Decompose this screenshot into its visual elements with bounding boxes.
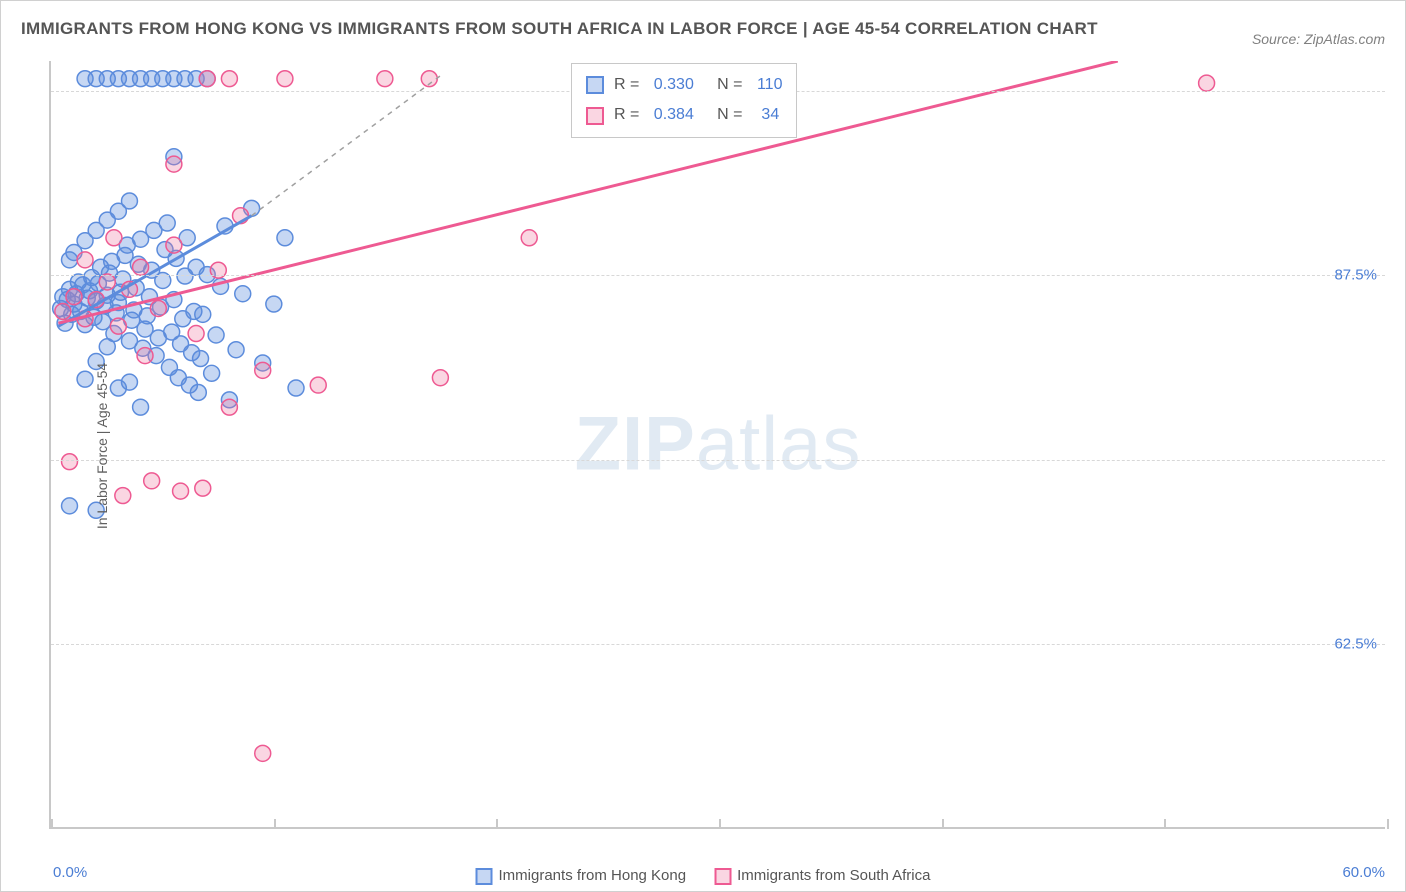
scatter-point (221, 399, 237, 415)
x-tick (1387, 819, 1389, 829)
scatter-point (190, 384, 206, 400)
scatter-point (310, 377, 326, 393)
x-tick (1164, 819, 1166, 829)
legend-item: Immigrants from Hong Kong (476, 867, 687, 885)
correlation-row: R = 0.330 N = 110 (586, 70, 782, 100)
scatter-point (150, 300, 166, 316)
legend-n-label: N = (704, 70, 747, 100)
trend-line-extrapolated (252, 76, 441, 216)
legend-r-label: R = (614, 100, 644, 130)
x-tick-min: 0.0% (53, 864, 87, 881)
legend-item: Immigrants from South Africa (714, 867, 930, 885)
scatter-point (521, 230, 537, 246)
gridline-h (51, 460, 1385, 461)
legend-label: Immigrants from Hong Kong (499, 867, 687, 884)
y-tick-label: 62.5% (1334, 636, 1377, 653)
legend-r-value: 0.330 (654, 70, 694, 100)
legend-n-label: N = (704, 100, 747, 130)
scatter-point (255, 745, 271, 761)
scatter-point (235, 286, 251, 302)
scatter-point (99, 339, 115, 355)
gridline-h (51, 644, 1385, 645)
scatter-point (1199, 75, 1215, 91)
scatter-svg (51, 61, 1385, 827)
scatter-point (121, 193, 137, 209)
scatter-point (195, 480, 211, 496)
scatter-point (204, 365, 220, 381)
scatter-point (115, 488, 131, 504)
x-tick-max: 60.0% (1342, 864, 1385, 881)
scatter-point (62, 454, 78, 470)
scatter-point (62, 498, 78, 514)
scatter-point (144, 473, 160, 489)
scatter-point (221, 71, 237, 87)
scatter-point (166, 156, 182, 172)
chart-container: IMMIGRANTS FROM HONG KONG VS IMMIGRANTS … (0, 0, 1406, 892)
legend-swatch (714, 868, 731, 885)
scatter-point (266, 296, 282, 312)
x-tick (51, 819, 53, 829)
chart-title: IMMIGRANTS FROM HONG KONG VS IMMIGRANTS … (21, 19, 1098, 39)
scatter-point (193, 351, 209, 367)
scatter-point (106, 230, 122, 246)
gridline-h (51, 275, 1385, 276)
plot-area: ZIPatlas (49, 61, 1385, 829)
y-axis-label: In Labor Force | Age 45-54 (94, 363, 110, 529)
scatter-point (377, 71, 393, 87)
scatter-point (188, 326, 204, 342)
scatter-point (195, 306, 211, 322)
scatter-point (288, 380, 304, 396)
scatter-point (159, 215, 175, 231)
scatter-point (173, 483, 189, 499)
scatter-point (110, 318, 126, 334)
source-credit: Source: ZipAtlas.com (1252, 31, 1385, 47)
x-tick (496, 819, 498, 829)
y-tick-label: 87.5% (1334, 267, 1377, 284)
scatter-point (199, 71, 215, 87)
series-legend: Immigrants from Hong Kong Immigrants from… (476, 867, 931, 885)
scatter-point (55, 303, 71, 319)
scatter-point (133, 399, 149, 415)
x-tick (719, 819, 721, 829)
scatter-point (277, 230, 293, 246)
scatter-point (66, 289, 82, 305)
scatter-point (228, 342, 244, 358)
scatter-point (133, 259, 149, 275)
legend-n-value: 110 (757, 70, 783, 100)
legend-label: Immigrants from South Africa (737, 867, 930, 884)
scatter-point (99, 274, 115, 290)
x-tick (942, 819, 944, 829)
legend-swatch (586, 107, 604, 125)
scatter-point (277, 71, 293, 87)
scatter-point (255, 362, 271, 378)
scatter-point (208, 327, 224, 343)
scatter-point (166, 237, 182, 253)
legend-r-value: 0.384 (654, 100, 694, 130)
scatter-point (77, 371, 93, 387)
legend-swatch (476, 868, 493, 885)
correlation-row: R = 0.384 N = 34 (586, 100, 782, 130)
correlation-legend: R = 0.330 N = 110R = 0.384 N = 34 (571, 63, 797, 138)
scatter-point (121, 374, 137, 390)
scatter-point (432, 370, 448, 386)
x-tick (274, 819, 276, 829)
legend-r-label: R = (614, 70, 644, 100)
scatter-point (77, 252, 93, 268)
legend-swatch (586, 76, 604, 94)
legend-n-value: 34 (757, 100, 779, 130)
scatter-point (137, 348, 153, 364)
